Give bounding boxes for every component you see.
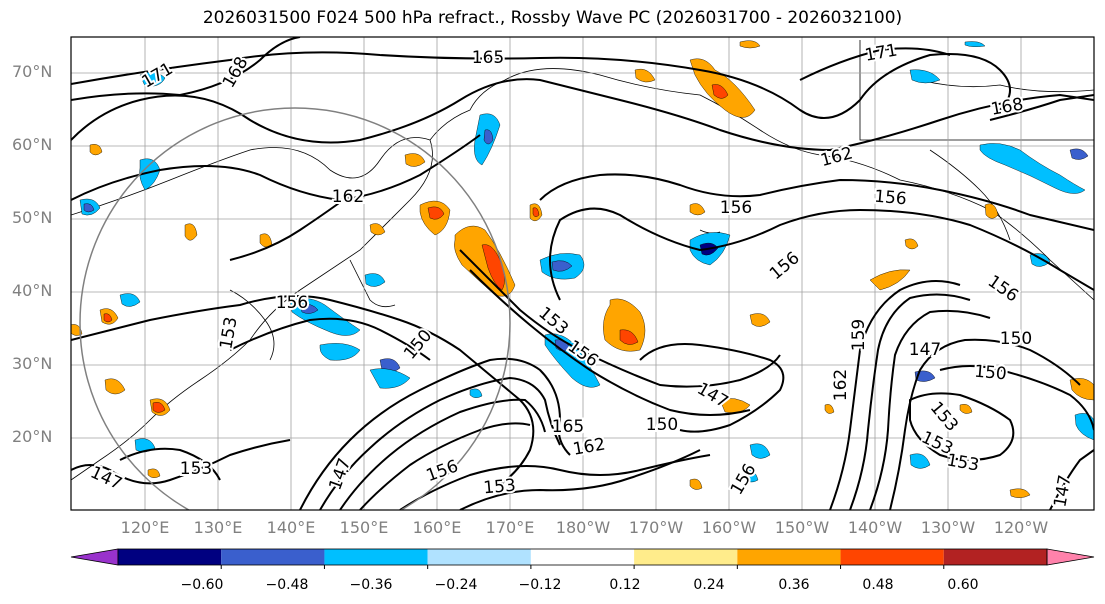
contour-label: 150: [1000, 329, 1032, 349]
contour-label: 156: [873, 187, 907, 210]
lon-label-180w: 180°W: [555, 518, 611, 537]
map-frame: [70, 36, 1095, 511]
cb-tick-7: 0.36: [778, 577, 810, 593]
contour-label: 171: [138, 59, 176, 93]
contour-label: 147: [1050, 473, 1075, 508]
lon-label-140e: 140°E: [266, 518, 316, 537]
lon-label-130e: 130°E: [193, 518, 243, 537]
reference-circle: [79, 107, 511, 510]
lon-label-120e: 120°E: [120, 518, 170, 537]
contour-label: 150: [646, 415, 678, 435]
lat-label-30: 30°N: [12, 354, 53, 373]
lat-label-50: 50°N: [12, 208, 53, 227]
contour-label: 162: [332, 187, 364, 207]
cb-tick-3: −0.24: [434, 577, 478, 593]
lon-label-140w: 140°W: [847, 518, 903, 537]
contour-label: 156: [984, 271, 1022, 306]
lat-label-70: 70°N: [12, 62, 53, 81]
contour-label: 153: [483, 476, 517, 499]
lon-label-120w: 120°W: [993, 518, 1049, 537]
contour-label: 156: [720, 198, 752, 218]
shaded-anomalies: [71, 40, 1094, 498]
height-contours: [71, 37, 1094, 510]
cb-tick-8: 0.48: [862, 577, 894, 593]
contour-label: 165: [552, 418, 584, 438]
contour-label: 150: [400, 326, 436, 364]
lon-label-160e: 160°E: [412, 518, 462, 537]
cb-tick-5: 0.12: [609, 577, 641, 593]
cb-tick-9: 0.60: [947, 577, 979, 593]
lon-label-150w: 150°W: [774, 518, 830, 537]
lon-label-130w: 130°W: [920, 518, 976, 537]
lat-label-20: 20°N: [12, 427, 53, 446]
contour-label: 162: [831, 369, 851, 401]
contour-label: 153: [180, 459, 212, 479]
lon-label-160w: 160°W: [701, 518, 757, 537]
graticule: [71, 37, 1094, 510]
contour-label: 162: [571, 434, 606, 459]
contour-label: 171: [863, 40, 898, 65]
contour-label: 165: [472, 48, 504, 68]
contour-label: 156: [766, 248, 804, 284]
contour-label: 162: [818, 143, 855, 171]
cb-tick-4: −0.12: [518, 577, 562, 593]
contour-label: 147: [87, 463, 125, 495]
contour-label: 159: [849, 319, 869, 351]
contour-label: 168: [989, 94, 1024, 119]
lon-label-150e: 150°E: [339, 518, 389, 537]
contour-label: 147: [909, 340, 941, 360]
contour-label: 156: [276, 293, 308, 313]
contour-label: 150: [973, 362, 1007, 385]
contour-label: 165: [552, 417, 584, 437]
cb-tick-2: −0.36: [349, 577, 393, 593]
cb-tick-6: 0.24: [693, 577, 725, 593]
lon-label-170w: 170°W: [628, 518, 684, 537]
lat-label-60: 60°N: [12, 135, 53, 154]
map-title: 2026031500 F024 500 hPa refract., Rossby…: [202, 8, 903, 28]
lat-label-40: 40°N: [12, 281, 53, 300]
contour-label: 168: [219, 53, 253, 91]
lon-label-170e: 170°E: [485, 518, 535, 537]
cb-tick-0: −0.60: [180, 577, 224, 593]
contour-label: 153: [945, 450, 980, 475]
cb-tick-1: −0.48: [265, 577, 309, 593]
